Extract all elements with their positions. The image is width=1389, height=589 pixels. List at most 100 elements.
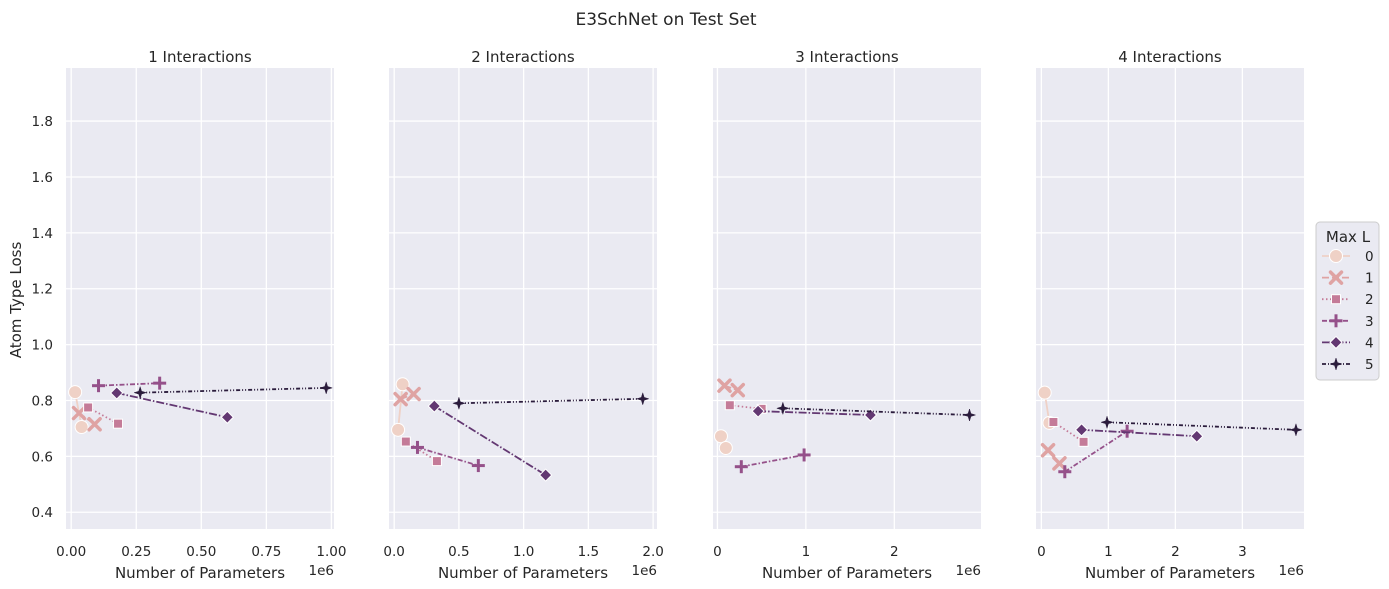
legend-label: 3 [1365, 314, 1374, 330]
data-point-0 [68, 385, 83, 400]
data-point-2 [400, 436, 411, 447]
data-point-5 [133, 385, 148, 400]
data-point-3 [734, 460, 748, 474]
data-point-3 [153, 376, 167, 390]
subplot-3: 0 1 2 1e6 Number of Parameters 3 Interactions [713, 48, 981, 582]
series-line-4 [433, 405, 547, 476]
subplots: 0.40.60.81.01.21.41.61.80.00 0.25 0.50 0.75… [32, 48, 1304, 582]
data-point-0 [718, 440, 733, 455]
x-offset-label: 1e6 [632, 563, 657, 579]
data-point-0 [713, 429, 728, 444]
x-tick-label: 0.25 [121, 544, 151, 560]
data-point-1 [393, 391, 408, 407]
data-point-1 [1052, 456, 1067, 471]
series-line-2 [729, 404, 762, 410]
data-point-2 [83, 402, 94, 413]
x-tick-label: 0.5 [448, 544, 469, 560]
data-point-4 [1190, 429, 1204, 443]
legend-marker-3 [1329, 314, 1343, 328]
x-axis-label: Number of Parameters [115, 564, 285, 582]
data-point-5 [1289, 422, 1303, 437]
data-point-3 [797, 448, 811, 462]
data-point-0 [395, 377, 410, 392]
x-tick-label: 0.0 [383, 544, 404, 560]
legend: Max L 0 1 2 3 4 5 [1315, 221, 1380, 381]
subplot-title: 3 Interactions [795, 48, 899, 66]
data-point-3 [1120, 424, 1134, 438]
x-axis-label: Number of Parameters [1085, 564, 1255, 582]
subplot-2: 0.0 0.5 1.0 1.5 2.0 1e6 Number of Parameters 2 … [383, 48, 663, 582]
y-tick-label: 1.2 [32, 282, 53, 298]
x-tick-label: 0 [713, 544, 722, 560]
x-axis-label: Number of Parameters [762, 564, 932, 582]
y-tick-label: 1.6 [32, 170, 53, 186]
legend-marker-4 [1329, 335, 1343, 350]
legend-marker-0 [1329, 249, 1343, 263]
x-tick-label: 0.75 [251, 544, 281, 560]
data-point-2 [724, 400, 735, 411]
data-point-1 [717, 378, 732, 393]
x-offset-label: 1e6 [956, 563, 981, 579]
data-point-3 [92, 379, 106, 393]
y-tick-label: 0.8 [32, 393, 53, 409]
data-point-1 [71, 405, 87, 421]
x-tick-label: 1.0 [513, 544, 534, 560]
y-axis-label: Atom Type Loss [7, 242, 25, 359]
x-tick-label: 2 [890, 544, 899, 560]
legend-title: Max L [1326, 228, 1371, 246]
data-point-0 [391, 422, 406, 437]
data-point-1 [406, 386, 421, 402]
x-tick-label: 0 [1037, 544, 1046, 560]
plot-area [1036, 68, 1304, 529]
series-line-4 [758, 410, 871, 416]
data-point-5 [635, 391, 650, 406]
x-tick-label: 1.5 [578, 544, 599, 560]
data-point-5 [452, 396, 466, 411]
data-point-2 [1078, 436, 1089, 447]
subplot-title: 2 Interactions [471, 48, 575, 66]
series-line-5 [782, 407, 970, 416]
subplot-1: 0.4 0.6 0.8 1.0 1.2 1.4 1.6 1.8 0.00 0.25 0.50 0.75… [32, 48, 347, 582]
data-point-3 [410, 440, 424, 454]
data-point-4 [427, 399, 442, 413]
data-point-4 [751, 404, 765, 418]
data-point-4 [110, 386, 124, 400]
series-line-3 [741, 454, 805, 468]
x-tick-label: 2.0 [642, 544, 663, 560]
data-point-2 [113, 418, 124, 429]
legend-label: 0 [1365, 249, 1374, 265]
data-point-0 [74, 420, 89, 435]
y-tick-label: 1.4 [32, 226, 53, 242]
subplot-title: 4 Interactions [1118, 48, 1222, 66]
x-tick-label: 1 [1104, 544, 1113, 560]
legend-label: 2 [1365, 292, 1374, 308]
x-tick-label: 0.00 [56, 544, 86, 560]
subplot-title: 1 Interactions [148, 48, 252, 66]
data-point-1 [87, 416, 102, 432]
legend-marker-2 [1331, 294, 1341, 305]
data-point-0 [1037, 385, 1052, 400]
series-line-4 [1081, 428, 1197, 438]
legend-label: 5 [1365, 357, 1374, 373]
x-tick-label: 1 [802, 544, 811, 560]
x-axis-label: Number of Parameters [438, 564, 608, 582]
legend-marker-5 [1329, 357, 1343, 371]
data-point-5 [776, 401, 790, 416]
x-offset-label: 1e6 [1279, 563, 1304, 579]
data-point-2 [1048, 416, 1059, 427]
y-tick-label: 1.8 [32, 114, 53, 130]
data-point-2 [431, 456, 442, 467]
y-tick-label: 0.6 [32, 449, 53, 465]
series-line-0 [397, 384, 404, 430]
x-offset-label: 1e6 [309, 563, 334, 579]
x-tick-label: 0.50 [186, 544, 216, 560]
legend-label: 4 [1365, 335, 1374, 351]
x-tick-label: 3 [1238, 544, 1247, 560]
x-tick-label: 1.00 [316, 544, 346, 560]
data-point-1 [1040, 442, 1056, 458]
data-point-4 [1074, 423, 1089, 437]
series-line-5 [1106, 421, 1296, 431]
series-line-5 [140, 387, 327, 394]
y-tick-label: 1.0 [32, 338, 53, 354]
